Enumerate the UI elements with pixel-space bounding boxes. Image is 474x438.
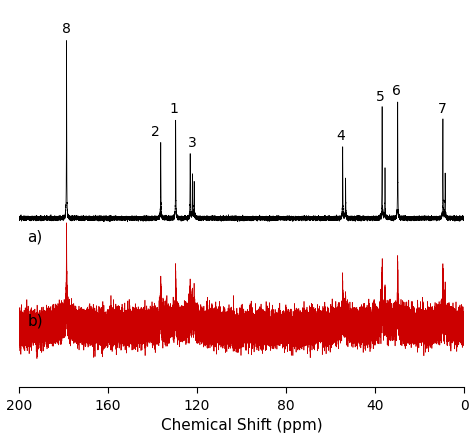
Text: a): a) bbox=[27, 230, 43, 244]
Text: 3: 3 bbox=[188, 135, 197, 149]
X-axis label: Chemical Shift (ppm): Chemical Shift (ppm) bbox=[161, 417, 322, 432]
Text: 4: 4 bbox=[336, 128, 345, 142]
Text: 5: 5 bbox=[376, 89, 385, 103]
Text: 1: 1 bbox=[169, 102, 178, 116]
Text: 2: 2 bbox=[151, 125, 160, 139]
Text: b): b) bbox=[27, 313, 43, 328]
Text: 7: 7 bbox=[438, 102, 446, 116]
Text: 6: 6 bbox=[392, 84, 401, 98]
Text: 8: 8 bbox=[62, 22, 71, 36]
